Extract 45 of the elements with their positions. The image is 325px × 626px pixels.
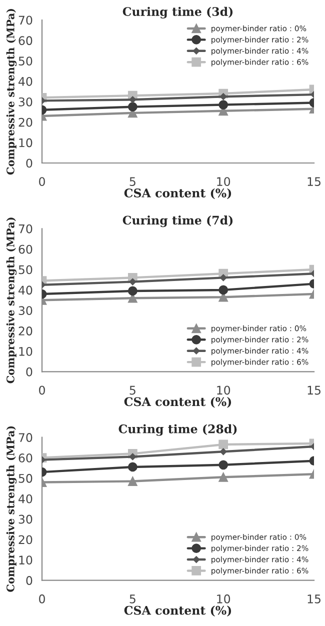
y-tick-label: 70	[18, 16, 32, 25]
y-tick-label: 60	[18, 244, 32, 254]
chart-title: Curing time (3d)	[122, 6, 233, 18]
x-tick-label: 5	[130, 386, 136, 395]
x-tick-label: 0	[39, 594, 45, 604]
x-tick-label: 5	[130, 594, 136, 604]
y-tick-label: 10	[19, 138, 32, 148]
chart-title: Curing time (28d)	[118, 424, 237, 436]
x-tick-label: 15	[308, 594, 320, 604]
y-tick-label: 60	[18, 453, 32, 462]
y-tick-label: 50	[18, 474, 32, 483]
y-tick-label: 0	[26, 367, 32, 376]
x-tick-label: 15	[308, 386, 320, 395]
x-tick-label: 5	[130, 177, 136, 186]
y-tick-label: 20	[18, 118, 32, 127]
y-axis-title: Compressive strength (MPa)	[6, 426, 17, 592]
y-tick-label: 40	[18, 494, 32, 504]
y-tick-label: 20	[18, 326, 32, 336]
x-axis-title: CSA content (%)	[124, 396, 232, 408]
x-axis-title: CSA content (%)	[124, 188, 232, 200]
x-tick-label: 15	[308, 177, 320, 186]
y-tick-label: 40	[18, 77, 32, 86]
y-tick-label: 70	[18, 224, 32, 234]
y-tick-label: 10	[19, 346, 32, 356]
y-tick-label: 0	[26, 576, 32, 585]
x-tick-label: 0	[39, 177, 45, 186]
y-tick-label: 70	[18, 433, 32, 442]
y-tick-label: 20	[18, 535, 32, 544]
y-tick-label: 30	[18, 514, 32, 524]
y-tick-label: 10	[19, 556, 32, 565]
y-tick-label: 0	[26, 158, 32, 168]
chart-title: Curing time (7d)	[122, 216, 233, 228]
y-tick-label: 30	[18, 306, 32, 316]
y-tick-label: 40	[18, 286, 32, 295]
x-axis-title: CSA content (%)	[124, 606, 232, 616]
y-axis-title: Compressive strength (MPa)	[6, 218, 17, 384]
x-tick-label: 10	[217, 594, 230, 604]
y-axis-title: Compressive strength (MPa)	[6, 8, 17, 175]
y-tick-label: 50	[18, 265, 32, 274]
x-tick-label: 10	[217, 386, 230, 395]
y-tick-label: 60	[18, 36, 32, 46]
x-tick-label: 10	[217, 177, 230, 186]
y-tick-label: 30	[18, 97, 32, 106]
y-tick-label: 50	[18, 56, 32, 66]
x-tick-label: 0	[39, 386, 45, 395]
